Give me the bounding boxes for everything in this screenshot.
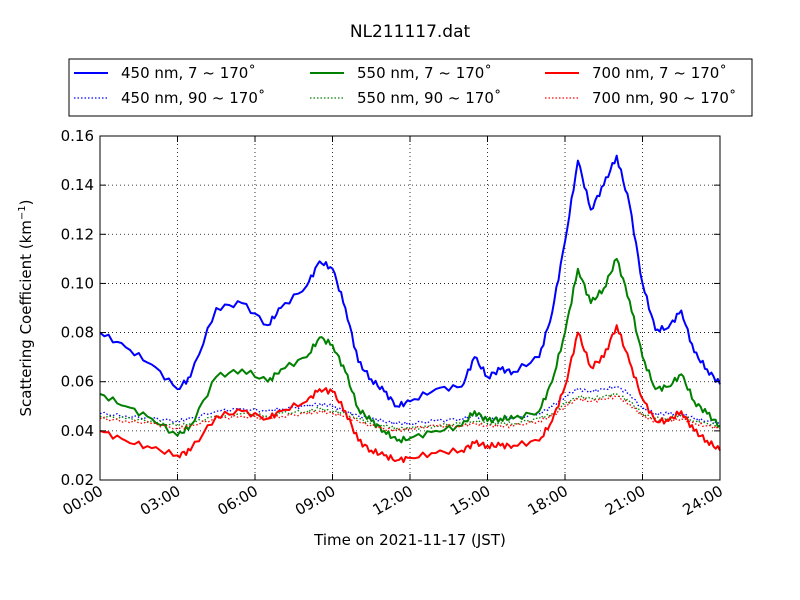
y-tick-label: 0.12 bbox=[61, 225, 94, 243]
y-tick-label: 0.06 bbox=[61, 373, 94, 391]
x-tick-label: 03:00 bbox=[137, 482, 183, 519]
series-line bbox=[99, 385, 721, 426]
legend-label: 450 nm, 7 ~ 170˚ bbox=[121, 64, 256, 82]
x-tick-label: 06:00 bbox=[215, 482, 261, 519]
x-tick-label: 18:00 bbox=[525, 482, 571, 519]
legend-label: 550 nm, 7 ~ 170˚ bbox=[357, 64, 492, 82]
x-tick-label: 12:00 bbox=[370, 482, 416, 519]
legend: 450 nm, 7 ~ 170˚ 450 nm, 90 ~ 170˚ 550 nm,… bbox=[68, 58, 753, 117]
y-tick-label: 0.08 bbox=[61, 324, 94, 342]
x-tick-label: 09:00 bbox=[292, 482, 338, 519]
chart-title: NL211117.dat bbox=[350, 22, 471, 42]
x-tick-label: 21:00 bbox=[602, 482, 648, 519]
y-tick-label: 0.14 bbox=[61, 176, 94, 194]
series-group bbox=[99, 154, 721, 464]
y-axis-label-end: ) bbox=[17, 199, 35, 205]
y-tick-label: 0.10 bbox=[61, 274, 94, 292]
x-tick-label: 15:00 bbox=[447, 482, 493, 519]
series-line bbox=[99, 257, 721, 444]
y-tick-label: 0.16 bbox=[61, 127, 94, 145]
y-axis-label: Scattering Coefficient (km−1) bbox=[17, 199, 35, 416]
y-axis-label-sup: −1 bbox=[17, 205, 28, 220]
plot-frame bbox=[99, 135, 721, 481]
series-line bbox=[99, 395, 721, 433]
legend-label: 450 nm, 90 ~ 170˚ bbox=[121, 89, 265, 107]
y-tick-label: 0.02 bbox=[61, 471, 94, 489]
series-line bbox=[99, 154, 721, 408]
x-tick-label: 24:00 bbox=[680, 482, 726, 519]
x-axis-label: Time on 2021-11-17 (JST) bbox=[313, 531, 506, 549]
series-line bbox=[99, 392, 721, 431]
legend-frame bbox=[68, 58, 753, 117]
y-axis-label-main: Scattering Coefficient (km bbox=[17, 220, 35, 416]
legend-label: 700 nm, 90 ~ 170˚ bbox=[592, 89, 736, 107]
grid bbox=[100, 136, 720, 480]
y-tick-label: 0.04 bbox=[61, 422, 94, 440]
legend-label: 550 nm, 90 ~ 170˚ bbox=[357, 89, 501, 107]
legend-label: 700 nm, 7 ~ 170˚ bbox=[592, 64, 727, 82]
